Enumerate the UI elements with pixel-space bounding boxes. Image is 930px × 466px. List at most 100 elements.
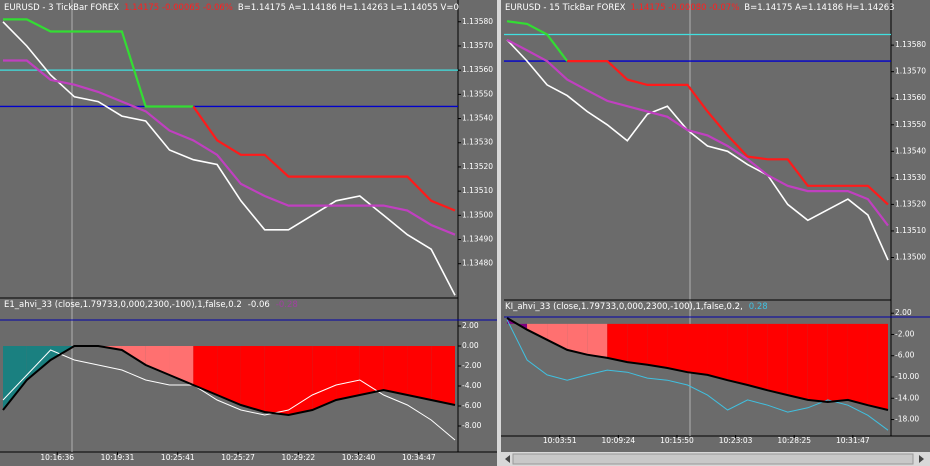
- y-tick-label: 0.00: [462, 341, 479, 350]
- header-part: 1.14175 -0.00065 -0.06%: [124, 3, 233, 13]
- y-tick-label: -18.00: [895, 415, 919, 424]
- indicator-fill: [312, 346, 337, 410]
- indicator-fill: [787, 323, 808, 400]
- header-part: EURUSD - 3 TickBar FOREX: [4, 3, 119, 13]
- y-tick-label: 2.00: [895, 308, 912, 317]
- y-tick-label: 1.13510: [895, 226, 926, 235]
- indicator-fill: [767, 323, 788, 396]
- indicator-label: KI_ahvi_33 (close,1.79733,0,000,2300,-10…: [505, 302, 743, 312]
- window-divider: [497, 0, 501, 466]
- price-stop-up: [506, 20, 569, 62]
- x-tick-label: 10:31:47: [836, 436, 870, 445]
- y-tick-label: 1.13550: [895, 120, 926, 129]
- indicator-main: [2, 345, 456, 417]
- y-tick-label: 1.13570: [462, 41, 493, 50]
- header-part: B=1.14175 A=1.14186 H=1.14263: [744, 3, 894, 13]
- y-tick-label: -2.00: [462, 361, 482, 370]
- indicator-fill: [587, 323, 608, 358]
- y-tick-label: 1.13570: [895, 67, 926, 76]
- price-band: [506, 38, 889, 227]
- y-tick-label: 1.13480: [462, 259, 493, 268]
- indicator-fill: [567, 323, 588, 355]
- indicator-readout: -0.28: [276, 300, 298, 310]
- price-close: [2, 21, 456, 296]
- y-tick-label: 1.13530: [895, 173, 926, 182]
- y-tick-label: -6.00: [895, 351, 915, 360]
- indicator-fill: [647, 323, 668, 368]
- x-tick-label: 10:09:24: [602, 436, 636, 445]
- indicator-readout: 0.28: [749, 302, 768, 312]
- indicator-fill: [727, 323, 748, 385]
- indicator-fill: [607, 323, 628, 363]
- indicator-fill: [217, 346, 241, 405]
- y-tick-label: -4.00: [462, 381, 482, 390]
- y-tick-label: 1.13500: [462, 210, 493, 219]
- y-tick-label: 2.00: [462, 321, 479, 330]
- indicator-fill: [687, 323, 708, 375]
- y-tick-label: 1.13540: [462, 114, 493, 123]
- y-tick-label: -2.00: [895, 329, 915, 338]
- header-part: 1.14175 -0.00080 -0.07%: [630, 3, 739, 13]
- indicator-fill: [336, 346, 360, 400]
- y-tick-label: 1.13560: [462, 65, 493, 74]
- x-tick-label: 10:16:36: [40, 453, 74, 462]
- x-tick-label: 10:03:51: [543, 436, 577, 445]
- x-tick-label: 10:29:22: [281, 453, 315, 462]
- indicator-fill: [747, 323, 768, 391]
- x-tick-label: 10:15:50: [660, 436, 694, 445]
- y-tick-label: -10.00: [895, 372, 919, 381]
- x-tick-label: 10:25:41: [161, 453, 195, 462]
- price-stop-down: [567, 60, 889, 206]
- indicator-fill: [169, 346, 194, 385]
- x-tick-label: 10:34:47: [402, 453, 436, 462]
- indicator-header: E1_ahvi_33 (close,1.79733,0,000,2300,-10…: [4, 300, 298, 310]
- indicator-fill: [240, 346, 265, 412]
- y-tick-label: 1.13520: [462, 162, 493, 171]
- y-tick-label: 1.13510: [462, 186, 493, 195]
- indicator-fill: [264, 346, 289, 415]
- price-stop-down: [192, 105, 456, 212]
- x-tick-label: 10:32:40: [342, 453, 376, 462]
- y-tick-label: -6.00: [462, 401, 482, 410]
- indicator-fill: [627, 323, 648, 365]
- y-tick-label: 1.13500: [895, 252, 926, 261]
- x-tick-label: 10:28:25: [777, 436, 811, 445]
- chart-header: EURUSD - 15 TickBar FOREX 1.14175 -0.0008…: [505, 3, 895, 13]
- indicator-header: KI_ahvi_33 (close,1.79733,0,000,2300,-10…: [505, 302, 768, 312]
- indicator-label: E1_ahvi_33 (close,1.79733,0,000,2300,-10…: [4, 300, 242, 310]
- indicator-fill: [383, 346, 408, 395]
- y-tick-label: -8.00: [462, 421, 482, 430]
- y-tick-label: 1.13490: [462, 235, 493, 244]
- indicator-fill: [359, 346, 384, 395]
- indicator-fill: [667, 323, 688, 373]
- indicator-fill: [431, 346, 455, 405]
- indicator-fill: [547, 323, 568, 350]
- price-close: [506, 39, 889, 261]
- price-band: [3, 59, 456, 236]
- price-stop-up: [3, 18, 194, 108]
- scrollbar-track[interactable]: [512, 453, 914, 465]
- indicator-readout: -0.06: [248, 300, 270, 310]
- indicator-fill: [193, 346, 218, 395]
- indicator-fill: [145, 346, 170, 375]
- header-part: EURUSD - 15 TickBar FOREX: [505, 3, 626, 13]
- indicator-fill: [807, 323, 828, 402]
- indicator-fill: [867, 323, 888, 410]
- indicator-fill: [707, 323, 728, 381]
- y-tick-label: 1.13560: [895, 93, 926, 102]
- y-tick-label: 1.13540: [895, 146, 926, 155]
- indicator-fill: [407, 346, 432, 400]
- x-tick-label: 10:25:27: [221, 453, 255, 462]
- indicator-signal: [2, 349, 456, 441]
- y-tick-label: 1.13580: [462, 17, 493, 26]
- indicator-fill: [527, 323, 548, 340]
- y-tick-label: 1.13520: [895, 199, 926, 208]
- x-tick-label: 10:19:31: [101, 453, 135, 462]
- indicator-fill: [507, 317, 528, 330]
- chart-header: EURUSD - 3 TickBar FOREX 1.14175 -0.00065…: [4, 3, 459, 13]
- indicator-main: [506, 317, 889, 411]
- indicator-fill: [847, 323, 868, 406]
- indicator-fill: [288, 346, 313, 415]
- header-part: B=1.14175 A=1.14186 H=1.14263 L=1.14055 …: [238, 3, 459, 13]
